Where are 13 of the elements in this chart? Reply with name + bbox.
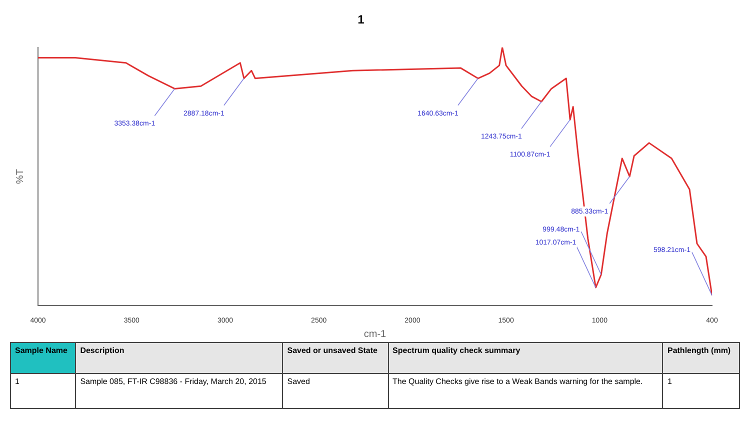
text: Sample Name — [10, 342, 76, 374]
text: Spectrum quality check summary — [388, 342, 663, 374]
text: Saved — [282, 374, 388, 408]
text: Saved or unsaved State — [282, 342, 388, 374]
text: Pathlength (mm) — [662, 342, 740, 374]
chart-title: 1 — [358, 12, 365, 27]
text: 1 — [10, 374, 76, 408]
text: 1 — [662, 374, 740, 408]
text: The Quality Checks give rise to a Weak Bands warning for the sample. — [388, 374, 663, 408]
text: Sample 085, FT-IR C98836 - Friday, March 20, 2015 — [76, 374, 283, 408]
x-axis-title: cm-1 — [364, 328, 387, 340]
y-axis-title: %T — [14, 169, 26, 184]
text: Description — [76, 342, 283, 374]
